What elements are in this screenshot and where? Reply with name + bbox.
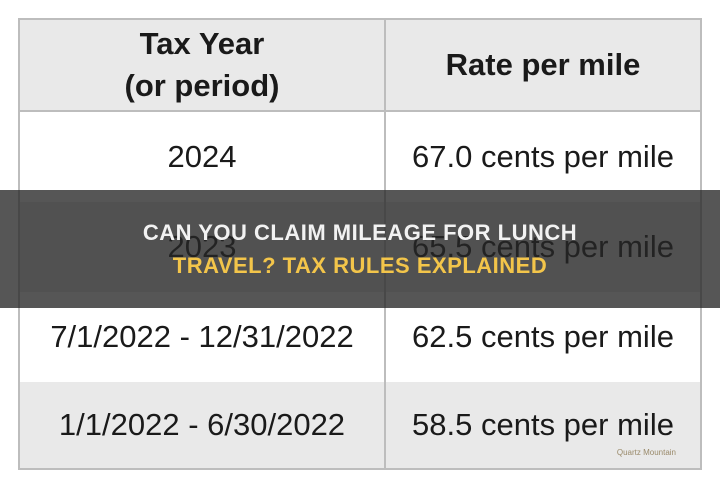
header-text: Rate per mile [445, 47, 641, 82]
banner-line: TRAVEL? TAX RULES EXPLAINED [172, 253, 548, 278]
table-cell: 58.5 cents per mile [412, 407, 674, 442]
header-text: (or period) [124, 68, 280, 103]
header-cell: Tax Year (or period) [20, 20, 386, 110]
table-row: 7/1/2022 - 12/31/2022 62.5 cents per mile [20, 292, 700, 382]
table-cell: 62.5 cents per mile [412, 319, 674, 354]
banner-line: CAN YOU CLAIM MILEAGE FOR LUNCH [142, 220, 578, 245]
title-banner: CAN YOU CLAIM MILEAGE FOR LUNCH TRAVEL? … [0, 190, 720, 308]
table-cell: 7/1/2022 - 12/31/2022 [20, 292, 386, 382]
table-row: 1/1/2022 - 6/30/2022 58.5 cents per mile [20, 382, 700, 468]
header-cell: Rate per mile [386, 20, 700, 110]
header-row: Tax Year (or period) Rate per mile [20, 20, 700, 112]
table-row: 2024 67.0 cents per mile [20, 112, 700, 202]
header-text: Tax Year [139, 26, 265, 61]
watermark: Quartz Mountain [616, 448, 676, 457]
table-cell: 67.0 cents per mile [412, 139, 674, 174]
table-cell: 2024 [20, 112, 386, 202]
table-cell: 1/1/2022 - 6/30/2022 [20, 382, 386, 468]
